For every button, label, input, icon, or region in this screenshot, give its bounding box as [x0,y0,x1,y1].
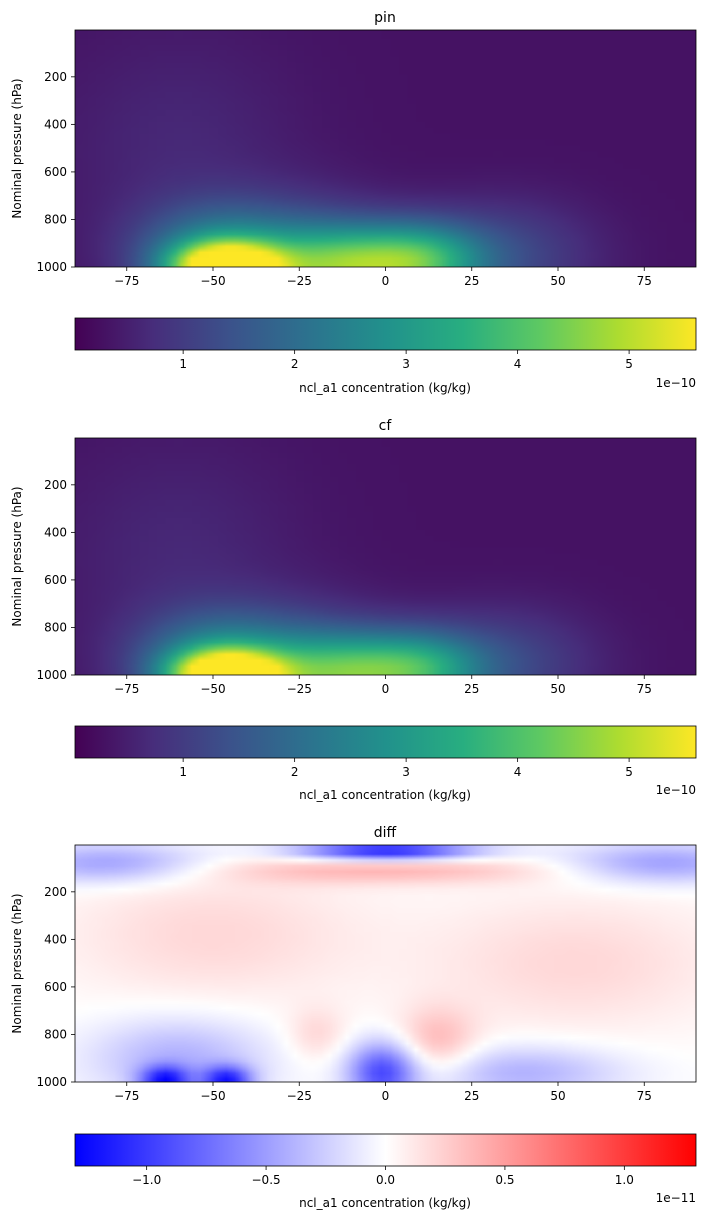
x-tick-label: 25 [464,682,479,696]
y-tick-label: 800 [44,212,67,226]
x-tick-label: −25 [287,682,312,696]
y-tick-label: 1000 [36,260,67,274]
colorbar-tick-label: 1 [179,765,187,779]
colorbar-tick-label: 3 [402,765,410,779]
y-tick-label: 400 [44,117,67,131]
x-tick-label: 0 [382,682,390,696]
colorbar [74,317,697,351]
x-tick-label: 50 [550,274,565,288]
y-tick-label: 600 [44,573,67,587]
y-axis-label: Nominal pressure (hPa) [10,486,24,626]
colorbar-tick-label: 4 [514,357,522,371]
y-tick-label: 200 [44,885,67,899]
x-tick-label: −75 [114,274,139,288]
x-tick-label: −50 [200,274,225,288]
colorbar-tick-label: −1.0 [132,1173,161,1187]
y-ticks: 200 400 600 800 1000 [36,478,75,682]
chart-title: diff [374,825,397,841]
x-tick-label: 75 [637,1089,652,1103]
y-tick-label: 600 [44,980,67,994]
colorbar-tick-label: 0.0 [376,1173,395,1187]
y-tick-label: 600 [44,165,67,179]
x-tick-label: 25 [464,1089,479,1103]
x-tick-label: 25 [464,274,479,288]
x-ticks: −75 −50 −25 0 25 50 75 [114,1082,652,1103]
colorbar-tick-label: −0.5 [252,1173,281,1187]
colorbar-tick-label: 4 [514,765,522,779]
x-ticks: −75 −50 −25 0 25 50 75 [114,675,652,696]
panel-diff: diff Nominal pressure (hPa) −75 −50 −25 0 25… [10,825,697,1210]
colorbar-tick-label: 5 [625,765,633,779]
chart-title: cf [379,418,393,434]
colorbar-tick-label: 5 [625,357,633,371]
colorbar-offset-text: 1e−10 [656,376,696,390]
colorbar-tick-label: 1.0 [615,1173,634,1187]
panel-pin: pin Nominal pressure (hPa) −75 −50 −25 0 25 5… [10,10,697,395]
x-tick-label: −50 [200,682,225,696]
y-tick-label: 800 [44,620,67,634]
y-tick-label: 1000 [36,1075,67,1089]
colorbar-offset-text: 1e−11 [656,1191,696,1205]
x-tick-label: −75 [114,1089,139,1103]
y-ticks: 200 400 600 800 1000 [36,885,75,1089]
x-tick-label: −25 [287,1089,312,1103]
x-tick-label: 0 [382,274,390,288]
colorbar-label: ncl_a1 concentration (kg/kg) [299,788,471,802]
x-tick-label: 50 [550,1089,565,1103]
colorbar-tick-label: 3 [402,357,410,371]
x-tick-label: 75 [637,274,652,288]
y-tick-label: 200 [44,70,67,84]
colorbar-tick-label: 2 [291,765,299,779]
colorbar-ticks: 1 2 3 4 5 [179,350,633,371]
y-ticks: 200 400 600 800 1000 [36,70,75,274]
heatmap-image [75,438,696,675]
colorbar-offset-text: 1e−10 [656,783,696,797]
heatmap-image [75,30,696,267]
colorbar [74,725,697,759]
y-tick-label: 400 [44,932,67,946]
colorbar-ticks: 1 2 3 4 5 [179,758,633,779]
x-tick-label: 0 [382,1089,390,1103]
x-ticks: −75 −50 −25 0 25 50 75 [114,267,652,288]
colorbar [74,1133,697,1167]
colorbar-tick-label: 1 [179,357,187,371]
chart-title: pin [374,10,396,26]
x-tick-label: 50 [550,682,565,696]
y-tick-label: 1000 [36,668,67,682]
x-tick-label: −50 [200,1089,225,1103]
colorbar-label: ncl_a1 concentration (kg/kg) [299,1196,471,1210]
colorbar-tick-label: 2 [291,357,299,371]
y-axis-label: Nominal pressure (hPa) [10,78,24,218]
colorbar-ticks: −1.0 −0.5 0.0 0.5 1.0 [132,1166,634,1187]
y-tick-label: 800 [44,1027,67,1041]
y-tick-label: 200 [44,478,67,492]
x-tick-label: −25 [287,274,312,288]
y-axis-label: Nominal pressure (hPa) [10,893,24,1033]
heatmap-image [75,845,696,1082]
x-tick-label: −75 [114,682,139,696]
y-tick-label: 400 [44,525,67,539]
colorbar-tick-label: 0.5 [495,1173,514,1187]
x-tick-label: 75 [637,682,652,696]
colorbar-label: ncl_a1 concentration (kg/kg) [299,381,471,395]
panel-cf: cf Nominal pressure (hPa) −75 −50 −25 0 25 50… [10,418,697,802]
